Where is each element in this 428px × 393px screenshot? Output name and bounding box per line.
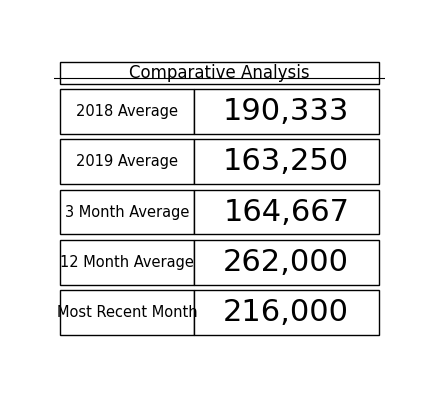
Text: 12 Month Average: 12 Month Average [60,255,194,270]
Bar [60,140,194,184]
Bar [194,140,378,184]
Bar [60,62,378,84]
Bar [60,89,194,134]
Bar [60,240,194,285]
Text: 2018 Average: 2018 Average [76,104,178,119]
Bar [60,190,194,235]
Bar [194,190,378,235]
Bar [194,240,378,285]
Text: 262,000: 262,000 [223,248,349,277]
Text: 163,250: 163,250 [223,147,349,176]
Text: 190,333: 190,333 [223,97,349,126]
Text: Most Recent Month: Most Recent Month [56,305,197,320]
Text: 164,667: 164,667 [223,198,349,227]
Text: 216,000: 216,000 [223,298,349,327]
Text: Comparative Analysis: Comparative Analysis [129,64,310,82]
Bar [194,290,378,335]
Text: 2019 Average: 2019 Average [76,154,178,169]
Bar [60,290,194,335]
Bar [194,89,378,134]
Text: 3 Month Average: 3 Month Average [65,205,189,220]
